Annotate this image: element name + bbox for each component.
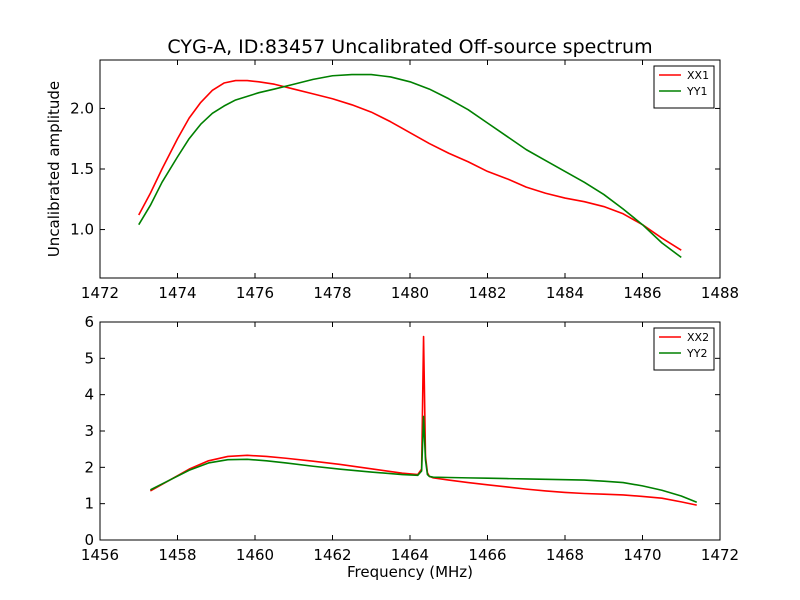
series-line-yy1 xyxy=(138,73,682,259)
y-tick-label: 2 xyxy=(84,458,94,476)
legend-label-xx2: XX2 xyxy=(687,331,709,344)
x-tick-label: 1482 xyxy=(468,284,506,302)
legend-label-xx1: XX1 xyxy=(687,69,709,82)
x-tick-label: 1468 xyxy=(546,546,584,564)
y-axis-label: Uncalibrated amplitude xyxy=(45,81,63,257)
y-tick-label: 1.0 xyxy=(70,221,94,239)
legend-label-yy2: YY2 xyxy=(686,347,707,360)
y-tick-label: 1 xyxy=(84,495,94,513)
x-tick-label: 1466 xyxy=(468,546,506,564)
x-tick-label: 1472 xyxy=(701,546,739,564)
legend-label-yy1: YY1 xyxy=(686,85,707,98)
plot-bottom: 1456 1458 1460 1462 1464 1466 1468 1470 1472 0 1 2 3… xyxy=(81,313,739,581)
x-tick-label: 1472 xyxy=(81,284,119,302)
x-tick-label: 1476 xyxy=(236,284,274,302)
y-tick-label: 3 xyxy=(84,422,94,440)
x-tick-label: 1456 xyxy=(81,546,119,564)
x-tick-label: 1484 xyxy=(546,284,584,302)
legend-box xyxy=(653,327,715,371)
x-tick-label: 1480 xyxy=(391,284,429,302)
x-tick-label: 1488 xyxy=(701,284,739,302)
y-tick-label: 0 xyxy=(84,531,94,549)
chart-title: CYG-A, ID:83457 Uncalibrated Off-source … xyxy=(167,36,652,58)
series-line-yy2 xyxy=(150,415,698,503)
y-tick-label: 6 xyxy=(84,313,94,331)
y-tick-label: 2.0 xyxy=(70,99,94,117)
x-tick-label: 1478 xyxy=(313,284,351,302)
x-axis-label: Frequency (MHz) xyxy=(347,563,473,581)
x-tick-label: 1462 xyxy=(313,546,351,564)
x-tick-label: 1470 xyxy=(623,546,661,564)
x-tick-label: 1474 xyxy=(158,284,196,302)
x-tick-label: 1458 xyxy=(158,546,196,564)
legend-box xyxy=(653,65,715,109)
series-line-xx1 xyxy=(138,79,682,251)
y-tick-label: 1.5 xyxy=(70,160,94,178)
x-tick-label: 1464 xyxy=(391,546,429,564)
y-tick-label: 4 xyxy=(84,386,94,404)
plot-top: 1472 1474 1476 1478 1480 1482 1484 1486 1488 1.0 1… xyxy=(45,59,739,302)
x-tick-label: 1486 xyxy=(623,284,661,302)
y-tick-label: 5 xyxy=(84,349,94,367)
x-tick-label: 1460 xyxy=(236,546,274,564)
